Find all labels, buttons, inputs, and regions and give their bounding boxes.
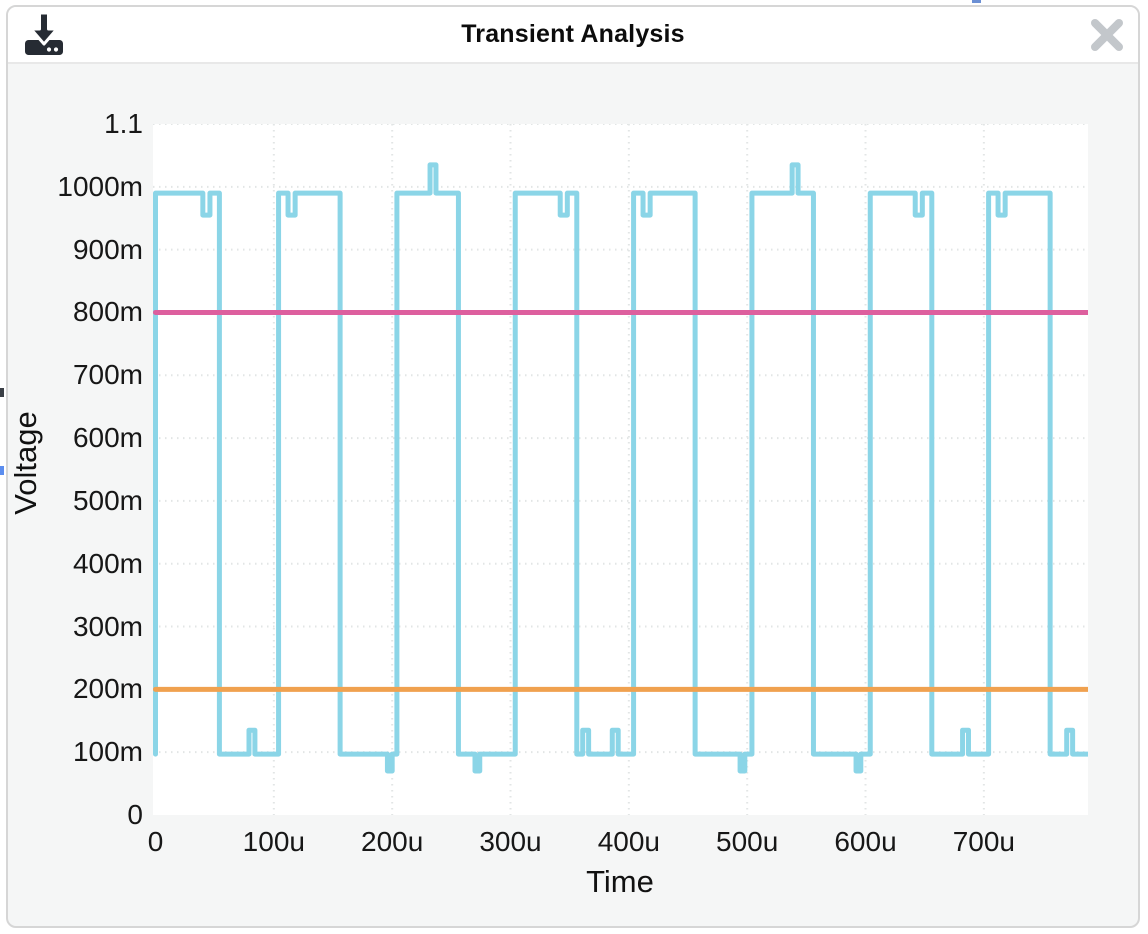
y-tick-label: 500m <box>72 484 143 516</box>
x-tick-label: 500u <box>716 826 779 857</box>
y-tick-label: 1.1 <box>104 108 143 139</box>
page-behind-fragment <box>972 0 981 3</box>
x-tick-label: 600u <box>834 826 897 857</box>
y-tick-label: 1000m <box>57 170 143 202</box>
plot-area[interactable] <box>153 124 1088 815</box>
x-tick-label: 700u <box>952 826 1015 857</box>
page-behind-fragment <box>0 388 4 397</box>
x-tick-label: 0 <box>147 826 164 857</box>
y-axis-title: Voltage <box>8 411 43 515</box>
transient-analysis-dialog: Transient Analysis 0 100m 200m 300m 400m 500m… <box>6 5 1140 928</box>
y-tick-label: 0 <box>127 799 143 830</box>
y-tick-label: 900m <box>72 233 143 265</box>
y-tick-label: 800m <box>72 296 143 328</box>
y-tick-label: 200m <box>72 673 143 705</box>
dialog-header: Transient Analysis <box>8 7 1138 64</box>
series-square-wave <box>153 162 1088 774</box>
page-behind-fragment <box>0 466 4 475</box>
dialog-title: Transient Analysis <box>461 20 685 48</box>
download-button[interactable] <box>18 10 70 60</box>
x-tick-label: 100u <box>242 826 305 857</box>
close-button[interactable] <box>1088 16 1126 54</box>
y-tick-label: 100m <box>72 736 143 768</box>
y-tick-label: 700m <box>72 359 143 391</box>
y-tick-label: 400m <box>72 547 143 579</box>
x-tick-label: 300u <box>479 826 542 857</box>
y-tick-label: 300m <box>72 610 143 642</box>
x-tick-label: 400u <box>597 826 660 857</box>
close-icon <box>1091 19 1123 51</box>
x-tick-label: 200u <box>361 826 424 857</box>
y-tick-label: 600m <box>72 422 143 454</box>
download-icon <box>25 11 63 55</box>
x-axis-title: Time <box>586 864 654 899</box>
